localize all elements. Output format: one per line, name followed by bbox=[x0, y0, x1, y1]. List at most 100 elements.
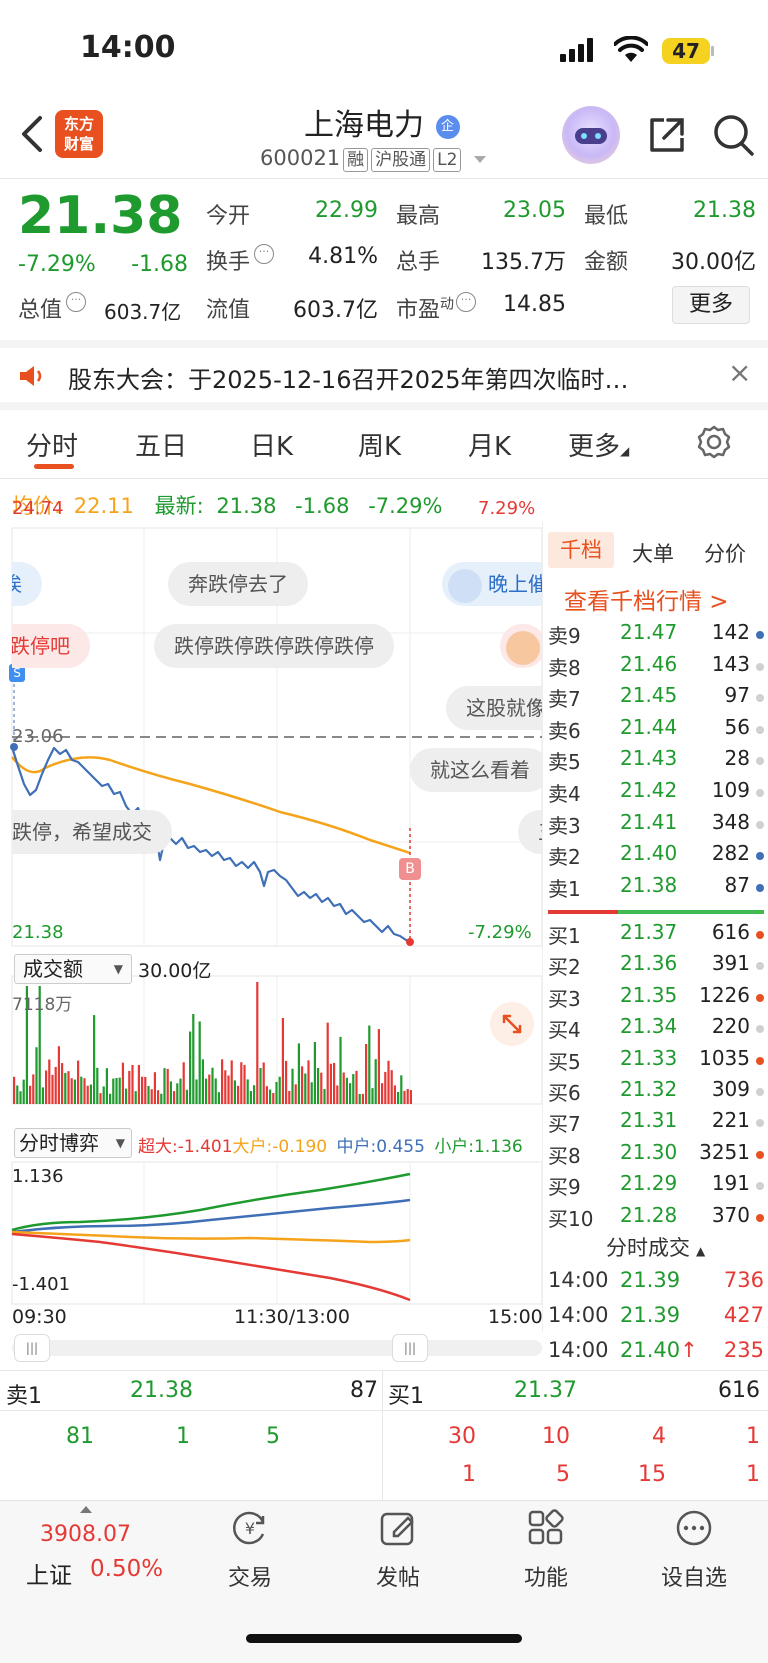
volume-bar bbox=[32, 1074, 35, 1104]
share-icon[interactable] bbox=[646, 114, 688, 156]
scroll-handle-right[interactable]: ||| bbox=[392, 1334, 428, 1362]
depth-link[interactable]: 查看千档行情 > bbox=[564, 589, 729, 615]
ask-row[interactable]: 卖1 21.38 87 bbox=[548, 873, 764, 904]
bid-ask-sell-vol: 87 bbox=[350, 1378, 378, 1403]
trades-title[interactable]: 分时成交 ▲ bbox=[606, 1236, 706, 1260]
nav-post[interactable]: 发帖 bbox=[338, 1508, 458, 1592]
nav-trade[interactable]: ¥ 交易 bbox=[190, 1508, 310, 1592]
volume-bar bbox=[51, 1074, 54, 1104]
volume-bar bbox=[141, 1076, 144, 1104]
bid-row[interactable]: 买10 21.28 370 bbox=[548, 1203, 764, 1234]
settings-gear-icon[interactable] bbox=[696, 424, 732, 460]
trade-price: 21.39 bbox=[620, 1268, 681, 1292]
bid-row[interactable]: 买4 21.34 220 bbox=[548, 1014, 764, 1045]
volume-bar bbox=[355, 1070, 358, 1104]
tab-daily-k[interactable]: 日K bbox=[250, 432, 294, 462]
open-label: 今开 bbox=[206, 204, 251, 229]
ask-price: 21.47 bbox=[620, 620, 678, 644]
volume-bar bbox=[371, 1088, 374, 1104]
robot-avatar-icon[interactable] bbox=[562, 106, 620, 164]
notice-bar[interactable]: 股东大会：于2025-12-16召开2025年第四次临时… × bbox=[0, 340, 768, 410]
volume-bar bbox=[249, 1091, 252, 1104]
ask-row[interactable]: 卖2 21.40 282 bbox=[548, 841, 764, 872]
volume-bar bbox=[333, 1062, 336, 1104]
info-icon[interactable]: ··· bbox=[456, 292, 477, 312]
bid-row[interactable]: 买6 21.32 309 bbox=[548, 1077, 764, 1108]
tab-five-day[interactable]: 五日 bbox=[135, 432, 188, 462]
ask-row[interactable]: 卖8 21.46 143 bbox=[548, 652, 764, 683]
volume-bar bbox=[157, 1090, 160, 1104]
bid-row[interactable]: 买7 21.31 221 bbox=[548, 1108, 764, 1139]
tab-intraday[interactable]: 分时 bbox=[26, 432, 79, 462]
ask-row[interactable]: 卖7 21.45 97 bbox=[548, 683, 764, 714]
index-widget[interactable]: 3908.07 上证 0.50% bbox=[20, 1506, 180, 1596]
ask-row[interactable]: 卖6 21.44 56 bbox=[548, 715, 764, 746]
bid-row[interactable]: 买9 21.29 191 bbox=[548, 1171, 764, 1202]
volume-bar bbox=[179, 1078, 182, 1104]
volume-bar bbox=[227, 1075, 230, 1104]
bid-level-label: 买6 bbox=[548, 1081, 581, 1105]
game-selector[interactable]: 分时博弈 ▼ bbox=[14, 1128, 132, 1158]
sell-marker-icon[interactable]: S bbox=[9, 664, 25, 682]
bid-ask-buy-label: 买1 bbox=[388, 1384, 424, 1409]
buy-marker-icon[interactable]: B bbox=[399, 858, 421, 880]
ask-row[interactable]: 卖3 21.41 348 bbox=[548, 810, 764, 841]
bid-row[interactable]: 买5 21.33 1035 bbox=[548, 1046, 764, 1077]
ask-volume: 143 bbox=[711, 651, 750, 676]
bid-row[interactable]: 买2 21.36 391 bbox=[548, 951, 764, 982]
back-icon[interactable] bbox=[18, 114, 44, 154]
expand-icon[interactable] bbox=[490, 1002, 534, 1046]
volume-bar bbox=[381, 1083, 384, 1104]
ask-row[interactable]: 卖4 21.42 109 bbox=[548, 778, 764, 809]
ask-row[interactable]: 卖9 21.47 142 bbox=[548, 620, 764, 651]
order-book-tab-price[interactable]: 分价 bbox=[704, 542, 746, 566]
ask-volume: 87 bbox=[724, 872, 750, 897]
tab-more[interactable]: 更多◢ bbox=[568, 432, 630, 462]
bid-row[interactable]: 买3 21.35 1226 bbox=[548, 983, 764, 1014]
game-y-top: 1.136 bbox=[12, 1166, 64, 1187]
bid-row[interactable]: 买1 21.37 616 bbox=[548, 920, 764, 951]
volume-bar bbox=[131, 1064, 134, 1104]
dropdown-icon[interactable] bbox=[474, 155, 487, 163]
volume-bar bbox=[301, 1066, 304, 1104]
volume-bar bbox=[35, 1047, 38, 1104]
connect-tag: 沪股通 bbox=[371, 148, 431, 172]
bid-ask-buy-vol: 616 bbox=[718, 1378, 760, 1403]
bid-row[interactable]: 买8 21.30 3251 bbox=[548, 1140, 764, 1171]
mcap-label: 总值 ··· bbox=[18, 292, 87, 324]
volume-selector[interactable]: 成交额 ▼ bbox=[14, 954, 132, 984]
bid-dot-icon bbox=[756, 1213, 764, 1222]
more-button[interactable]: 更多 bbox=[672, 286, 750, 324]
nav-add-watchlist[interactable]: 设自选 bbox=[634, 1508, 754, 1592]
trade-price: 21.40↑ bbox=[620, 1338, 698, 1362]
volume-bar bbox=[182, 1062, 185, 1104]
wifi-icon bbox=[614, 36, 648, 62]
intraday-chart[interactable] bbox=[0, 522, 546, 1332]
ask-row[interactable]: 卖5 21.43 28 bbox=[548, 746, 764, 777]
volume-bars bbox=[13, 982, 412, 1104]
scroll-handle-left[interactable]: ||| bbox=[14, 1334, 50, 1362]
volume-bar bbox=[393, 1085, 396, 1104]
info-icon[interactable]: ··· bbox=[66, 292, 87, 312]
volume-bar bbox=[339, 1036, 342, 1104]
volume-bar bbox=[377, 1029, 380, 1104]
ask-volume: 348 bbox=[711, 809, 750, 834]
order-book-tab-depth[interactable]: 千档 bbox=[548, 532, 614, 568]
close-icon[interactable]: × bbox=[728, 356, 752, 389]
order-book-tab-big[interactable]: 大单 bbox=[632, 542, 674, 566]
tab-weekly-k[interactable]: 周K bbox=[358, 432, 402, 462]
info-icon[interactable]: ··· bbox=[254, 244, 275, 264]
time-scrollbar[interactable]: ||| ||| bbox=[12, 1334, 542, 1362]
ask-level-label: 卖6 bbox=[548, 718, 581, 743]
search-icon[interactable] bbox=[712, 112, 756, 158]
ask-dot-icon bbox=[756, 820, 764, 829]
volume-bar bbox=[198, 1021, 201, 1104]
volume-bar bbox=[102, 1086, 105, 1104]
bid-ask-buy-price: 21.37 bbox=[514, 1378, 577, 1403]
volume-bar bbox=[269, 1089, 272, 1104]
tab-monthly-k[interactable]: 月K bbox=[468, 432, 512, 462]
caret-up-icon bbox=[80, 1506, 92, 1513]
volume-bar bbox=[57, 1046, 60, 1104]
bid-level-label: 买2 bbox=[548, 955, 581, 980]
nav-functions[interactable]: 功能 bbox=[486, 1508, 606, 1592]
